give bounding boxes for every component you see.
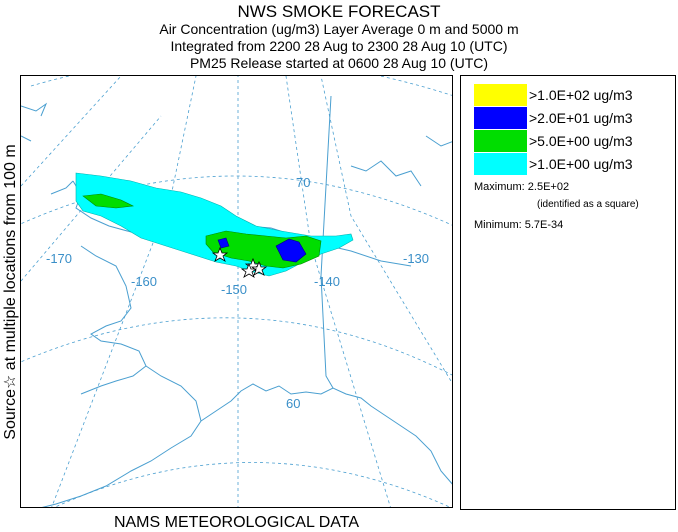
lat-line-60: [21, 317, 452, 376]
legend-item-gt-1: >1.0E+00 ug/m3: [474, 153, 674, 175]
legend-label: >1.0E+02 ug/m3: [529, 87, 633, 103]
map-panel: -170 -160 -150 -140 -130 70 60: [20, 75, 453, 508]
legend-label: >5.0E+00 ug/m3: [529, 133, 633, 149]
lon-label-140: -140: [314, 274, 340, 289]
lat-line-50: [54, 462, 451, 507]
legend-swatch-blue: [474, 107, 527, 129]
source-markers: [211, 246, 268, 278]
lon-line-180: [21, 76, 122, 187]
legend-item-gt-20: >2.0E+01 ug/m3: [474, 107, 674, 129]
legend-panel: >1.0E+02 ug/m3 >2.0E+01 ug/m3 >5.0E+00 u…: [460, 75, 676, 510]
legend-label: >2.0E+01 ug/m3: [529, 110, 633, 126]
minimum-value: Minimum: 5.7E-34: [474, 219, 564, 231]
graticule: [21, 76, 452, 507]
source-star-4: [240, 262, 258, 278]
grid-labels: -170 -160 -150 -140 -130 70 60: [46, 175, 429, 411]
arctic-islands: [350, 135, 452, 187]
contour-gt-20-west: [217, 237, 230, 249]
contour-gt-20: [275, 238, 307, 263]
lat-label-70: 70: [296, 175, 310, 190]
lat-line-80: [30, 76, 452, 96]
release-info: PM25 Release started at 0600 28 Aug 10 (…: [189, 55, 489, 71]
smoke-plume: [75, 172, 354, 277]
coastline: [21, 95, 452, 507]
source-star-1: [211, 246, 229, 262]
legend-swatch-green: [474, 130, 527, 152]
legend-item-gt-100: >1.0E+02 ug/m3: [474, 84, 674, 106]
source-location-label: Source☆ at multiple locations from 100 m: [2, 144, 19, 440]
contour-gt-5-west: [82, 193, 135, 209]
forecast-title: NWS SMOKE FORECAST: [237, 2, 441, 21]
lon-label-150: -150: [221, 282, 247, 297]
maximum-value: Maximum: 2.5E+02: [474, 181, 570, 193]
lon-label-170: -170: [46, 251, 72, 266]
siberia-coast: [21, 102, 48, 142]
lon-line-160: [51, 76, 197, 507]
meteorological-data-label: NAMS METEOROLOGICAL DATA: [113, 514, 360, 531]
lon-label-130: -130: [403, 251, 429, 266]
legend-swatch-yellow: [474, 84, 527, 106]
contour-gt-1: [75, 172, 354, 277]
source-star-3: [250, 260, 268, 276]
lon-line-130: [320, 76, 452, 384]
lon-label-160: -160: [131, 274, 157, 289]
lon-line-140: [285, 76, 391, 507]
legend-swatch-cyan: [474, 153, 527, 175]
lat-label-60: 60: [286, 396, 300, 411]
maximum-note: (identified as a square): [537, 199, 639, 210]
smoke-map: -170 -160 -150 -140 -130 70 60: [21, 76, 452, 507]
legend-label: >1.0E+00 ug/m3: [529, 156, 633, 172]
legend-item-gt-5: >5.0E+00 ug/m3: [474, 130, 674, 152]
concentration-subtitle: Air Concentration (ug/m3) Layer Average …: [159, 21, 519, 37]
integration-period: Integrated from 2200 28 Aug to 2300 28 A…: [170, 38, 508, 54]
canada-border: [320, 95, 334, 389]
